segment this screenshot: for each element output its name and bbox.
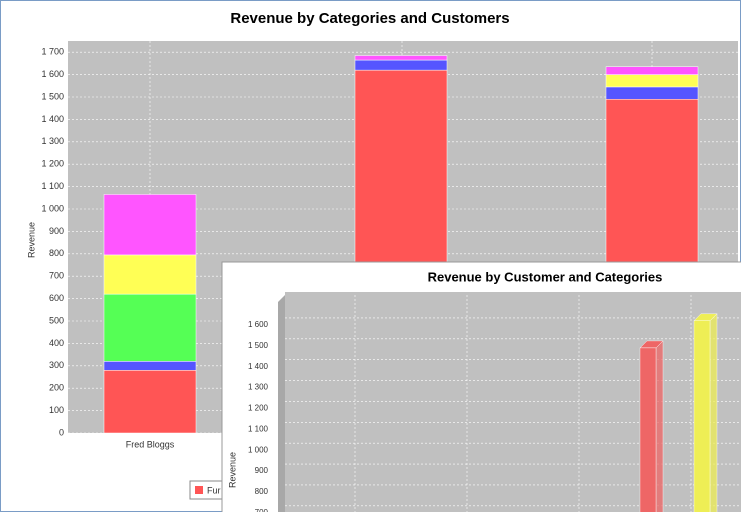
chart-2: Revenue by Customer and Categories Revenu… <box>221 261 741 512</box>
y-tick-label: 1 300 <box>248 383 269 392</box>
bar-segment <box>354 59 448 71</box>
chart-title: Revenue by Customer and Categories <box>428 269 663 284</box>
bar-segment <box>605 74 699 88</box>
y-tick-label: 1 500 <box>248 341 269 350</box>
chart-title: Revenue by Categories and Customers <box>230 10 509 27</box>
y-tick-label: 1 100 <box>248 424 269 433</box>
y-tick-label: 500 <box>49 315 64 325</box>
y-tick-label: 1 700 <box>41 47 64 57</box>
y-tick-label: 1 000 <box>248 445 269 454</box>
y-tick-label: 600 <box>49 293 64 303</box>
y-tick-label: 700 <box>49 271 64 281</box>
bar-segment <box>103 194 197 256</box>
y-tick-label: 1 400 <box>248 362 269 371</box>
bar-segment <box>605 86 699 100</box>
bar-segment <box>103 293 197 362</box>
y-tick-label: 900 <box>255 466 269 475</box>
y-axis-label: Revenue <box>227 452 237 488</box>
bar-segment <box>103 361 197 371</box>
bar-segment <box>103 370 197 434</box>
y-tick-label: 1 500 <box>41 91 64 101</box>
y-tick-label: 100 <box>49 405 64 415</box>
side-wall <box>278 295 285 512</box>
bar-segment <box>605 66 699 75</box>
y-tick-label: 1 000 <box>41 203 64 213</box>
y-tick-label: 1 600 <box>248 320 269 329</box>
y-axis-label: Revenue <box>26 222 36 258</box>
y-tick-label: 400 <box>49 338 64 348</box>
legend-swatch <box>195 486 203 494</box>
y-tick-label: 1 100 <box>41 181 64 191</box>
y-tick-label: 700 <box>255 508 269 512</box>
legend-label: Fur <box>207 485 221 495</box>
y-tick-label: 300 <box>49 360 64 370</box>
bar <box>693 320 711 512</box>
y-tick-label: 1 600 <box>41 69 64 79</box>
y-tick-label: 0 <box>59 427 64 437</box>
bar-segment <box>103 254 197 295</box>
bar-side <box>655 340 664 512</box>
y-tick-label: 1 200 <box>41 159 64 169</box>
y-tick-label: 800 <box>255 487 269 496</box>
y-tick-label: 900 <box>49 226 64 236</box>
y-tick-label: 200 <box>49 383 64 393</box>
bar-segment <box>354 55 448 61</box>
y-tick-label: 800 <box>49 248 64 258</box>
y-tick-label: 1 200 <box>248 404 269 413</box>
bar <box>639 347 657 512</box>
x-tick-label: Fred Bloggs <box>126 439 175 449</box>
y-tick-label: 1 300 <box>41 136 64 146</box>
bar-side <box>709 313 718 512</box>
y-tick-label: 1 400 <box>41 114 64 124</box>
plot-area <box>285 292 741 512</box>
